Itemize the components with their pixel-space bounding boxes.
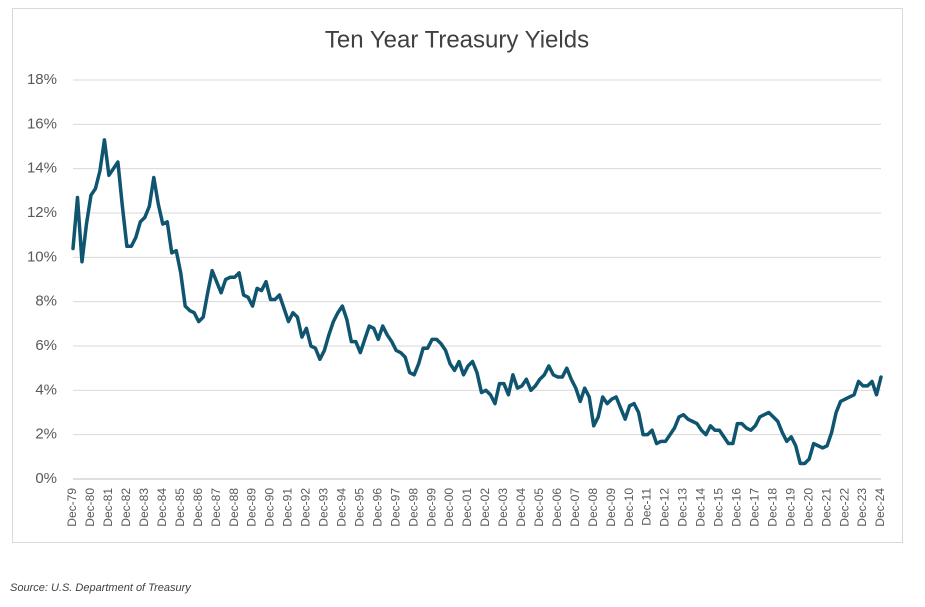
x-tick-label: Dec-79 [65, 488, 79, 527]
x-tick-label: Dec-89 [245, 488, 259, 527]
y-tick-label: 0% [35, 470, 57, 487]
x-tick-label: Dec-84 [155, 488, 169, 527]
x-tick-label: Dec-88 [227, 488, 241, 527]
x-tick-label: Dec-94 [335, 488, 349, 527]
x-tick-label: Dec-85 [173, 488, 187, 527]
y-tick-label: 4% [35, 381, 57, 398]
x-tick-label: Dec-97 [388, 488, 402, 527]
y-tick-label: 18% [27, 71, 57, 88]
x-tick-label: Dec-98 [406, 488, 420, 527]
x-tick-label: Dec-17 [747, 488, 761, 527]
chart-title: Ten Year Treasury Yields [325, 26, 589, 53]
x-tick-label: Dec-83 [137, 488, 151, 527]
x-tick-label: Dec-18 [765, 488, 779, 527]
x-tick-label: Dec-22 [837, 488, 851, 527]
x-tick-label: Dec-06 [550, 488, 564, 527]
y-tick-label: 8% [35, 293, 57, 310]
x-tick-label: Dec-80 [83, 488, 97, 527]
x-tick-label: Dec-09 [604, 488, 618, 527]
y-tick-label: 6% [35, 337, 57, 354]
x-tick-label: Dec-12 [658, 488, 672, 527]
x-tick-label: Dec-21 [819, 488, 833, 527]
x-tick-label: Dec-11 [640, 488, 654, 526]
x-tick-label: Dec-04 [514, 488, 528, 527]
x-tick-label: Dec-01 [460, 488, 474, 527]
x-tick-label: Dec-95 [352, 488, 366, 527]
y-tick-label: 16% [27, 115, 57, 132]
x-tick-label: Dec-24 [873, 488, 887, 527]
x-tick-label: Dec-93 [317, 488, 331, 527]
y-tick-label: 10% [27, 248, 57, 265]
x-tick-label: Dec-96 [370, 488, 384, 527]
x-tick-label: Dec-90 [263, 488, 277, 527]
x-tick-label: Dec-23 [855, 488, 869, 527]
x-tick-label: Dec-10 [622, 488, 636, 527]
x-tick-label: Dec-81 [101, 488, 115, 527]
y-tick-label: 12% [27, 204, 57, 221]
x-tick-label: Dec-00 [442, 488, 456, 527]
x-tick-label: Dec-92 [299, 488, 313, 527]
x-tick-label: Dec-16 [730, 488, 744, 527]
x-tick-label: Dec-87 [209, 488, 223, 527]
x-tick-label: Dec-08 [586, 488, 600, 527]
x-tick-label: Dec-13 [676, 488, 690, 527]
x-tick-label: Dec-14 [694, 488, 708, 527]
x-tick-label: Dec-82 [119, 488, 133, 527]
x-tick-label: Dec-03 [496, 488, 510, 527]
x-tick-label: Dec-86 [191, 488, 205, 527]
y-tick-label: 14% [27, 160, 57, 177]
y-tick-label: 2% [35, 426, 57, 443]
x-tick-label: Dec-20 [801, 488, 815, 527]
x-tick-label: Dec-19 [783, 488, 797, 527]
x-tick-label: Dec-15 [712, 488, 726, 527]
source-note: Source: U.S. Department of Treasury [10, 582, 192, 594]
x-tick-label: Dec-05 [532, 488, 546, 527]
chart-frame [12, 8, 903, 543]
x-tick-label: Dec-99 [424, 488, 438, 527]
x-tick-label: Dec-91 [281, 488, 295, 527]
series-line [71, 138, 883, 466]
x-tick-label: Dec-07 [568, 488, 582, 527]
x-tick-label: Dec-02 [478, 488, 492, 527]
